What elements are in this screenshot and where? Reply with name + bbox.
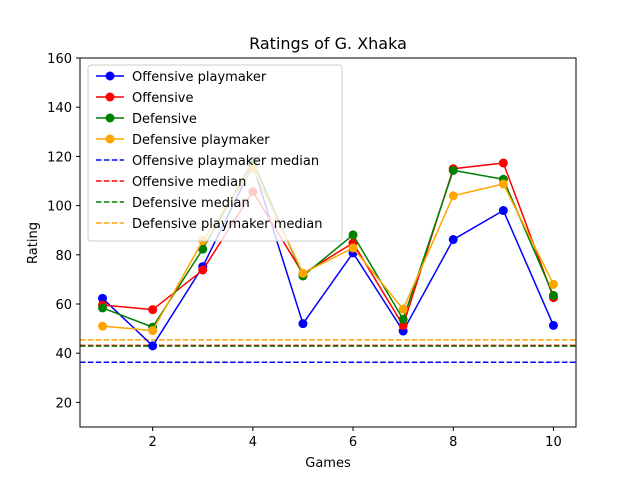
data-point-0-8: [498, 206, 508, 216]
data-point-1-1: [148, 305, 158, 315]
legend: Offensive playmaker Offensive Defensive Def…: [87, 64, 343, 242]
legend-label-7: Defensive playmaker median: [132, 217, 322, 232]
axes-frame: [79, 57, 577, 428]
y-tick-label-0: 20: [55, 396, 72, 411]
y-tick-label-2: 60: [55, 298, 72, 313]
data-point-2-0: [98, 303, 108, 313]
legend-marker-1: [105, 92, 115, 102]
legend-label-1: Offensive: [132, 91, 194, 106]
legend-marker-3: [105, 134, 115, 144]
data-point-3-0: [98, 321, 108, 331]
data-point-2-2: [198, 244, 208, 254]
data-point-0-9: [548, 320, 558, 330]
legend-label-0: Offensive playmaker: [132, 70, 267, 85]
data-point-1-6: [398, 320, 408, 330]
y-tick-label-3: 80: [55, 249, 72, 264]
data-point-3-6: [398, 304, 408, 314]
data-point-3-7: [448, 191, 458, 201]
y-tick-label-6: 140: [47, 101, 72, 116]
data-point-3-4: [298, 268, 308, 278]
legend-marker-0: [105, 71, 115, 81]
legend-label-2: Defensive: [132, 112, 197, 127]
series-line-0: [102, 164, 555, 347]
y-tick-label-7: 160: [47, 52, 72, 67]
data-point-3-8: [498, 179, 508, 189]
x-axis-label: Games: [305, 456, 351, 471]
legend-label-4: Offensive playmaker median: [132, 154, 319, 169]
legend-label-6: Defensive median: [132, 196, 250, 211]
series-line-3: [102, 167, 555, 332]
data-point-2-5: [348, 230, 358, 240]
data-point-0-1: [148, 341, 158, 351]
data-point-0-4: [298, 319, 308, 329]
series-line-1: [102, 162, 555, 327]
data-point-2-7: [448, 165, 458, 175]
data-layer: [80, 156, 576, 364]
x-tick-label-2: 6: [349, 435, 357, 450]
legend-label-5: Offensive median: [132, 175, 246, 190]
data-point-3-5: [348, 243, 358, 253]
data-point-1-2: [198, 265, 208, 275]
data-point-1-8: [498, 158, 508, 168]
legend-box: [87, 64, 343, 242]
y-tick-label-1: 40: [55, 347, 72, 362]
y-axis-label: Rating: [26, 222, 41, 264]
plot-area: 2 4 6 8 10 20 40 60 80 100 120 140 160: [47, 52, 577, 450]
data-point-2-6: [398, 314, 408, 324]
data-point-0-7: [448, 235, 458, 245]
data-point-3-1: [148, 326, 158, 336]
data-point-0-0: [98, 293, 108, 303]
y-tick-label-5: 120: [47, 150, 72, 165]
data-point-2-9: [548, 290, 558, 300]
x-tick-label-0: 2: [149, 435, 157, 450]
x-tick-label-3: 8: [449, 435, 457, 450]
legend-marker-2: [105, 113, 115, 123]
x-tick-label-1: 4: [249, 435, 257, 450]
x-tick-label-4: 10: [545, 435, 562, 450]
chart-title: Ratings of G. Xhaka: [249, 34, 407, 53]
y-tick-label-4: 100: [47, 200, 72, 215]
legend-label-3: Defensive playmaker: [132, 133, 270, 148]
data-point-3-9: [548, 279, 558, 289]
series-line-2: [102, 160, 555, 328]
